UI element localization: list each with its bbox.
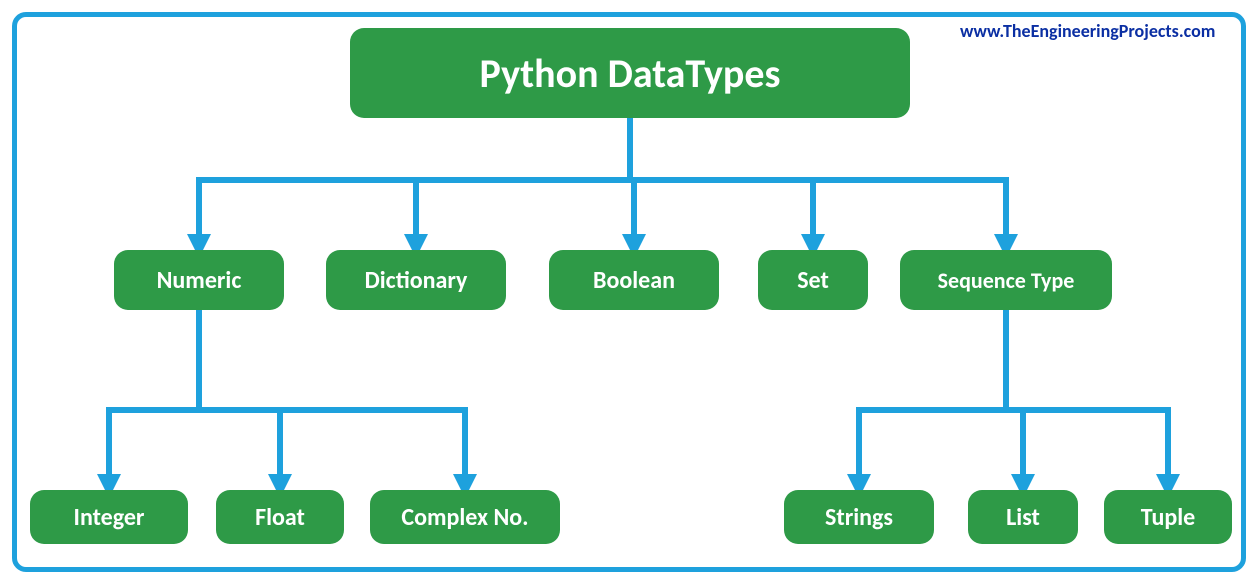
node-integer: Integer [30, 490, 188, 544]
node-complex: Complex No. [370, 490, 560, 544]
watermark-text: www.TheEngineeringProjects.com [960, 20, 1215, 42]
node-tuple: Tuple [1104, 490, 1232, 544]
node-list: List [968, 490, 1078, 544]
node-numeric: Numeric [114, 250, 284, 310]
node-dictionary: Dictionary [326, 250, 506, 310]
node-root: Python DataTypes [350, 28, 910, 118]
node-set: Set [758, 250, 868, 310]
diagram-canvas: www.TheEngineeringProjects.com Python Da… [0, 0, 1260, 586]
node-strings: Strings [784, 490, 934, 544]
node-sequence: Sequence Type [900, 250, 1112, 310]
node-float: Float [216, 490, 344, 544]
node-boolean: Boolean [549, 250, 719, 310]
